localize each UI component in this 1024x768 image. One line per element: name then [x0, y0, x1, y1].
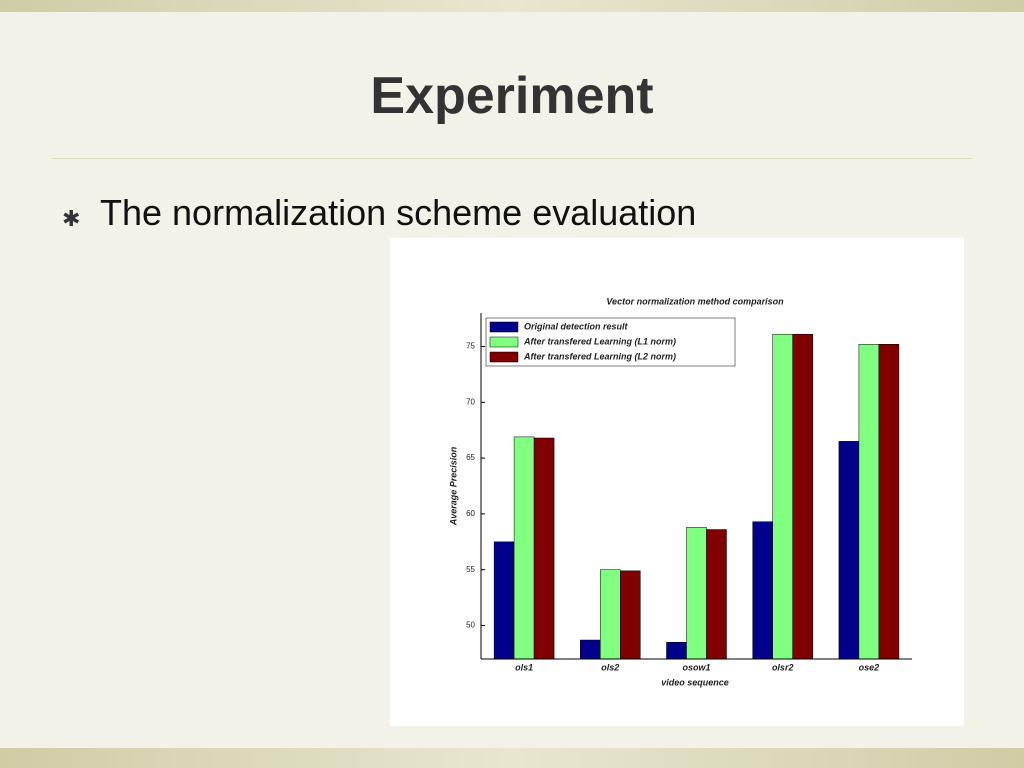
bar: [533, 437, 555, 660]
x-tick-label: ols1: [515, 662, 533, 672]
bar: [666, 642, 687, 660]
x-tick-label: ols2: [601, 662, 619, 672]
bar: [686, 527, 707, 660]
bar: [513, 436, 535, 660]
legend-label: Original detection result: [524, 321, 629, 331]
bar: [792, 333, 813, 660]
y-axis-label: Average Precision: [448, 446, 458, 526]
bar: [580, 639, 601, 660]
chart-title: Vector normalization method comparison: [606, 296, 784, 306]
y-tick-label: 75: [466, 342, 475, 351]
bottom-stripe: [0, 748, 1024, 768]
x-tick-label: ose2: [859, 662, 880, 672]
x-tick-label: osow1: [682, 662, 710, 672]
y-tick-label: 60: [466, 509, 475, 518]
x-axis-label: video sequence: [661, 677, 729, 687]
bar: [752, 521, 773, 660]
legend-swatch: [489, 336, 519, 348]
bar: [858, 344, 880, 660]
y-tick-label: 70: [466, 397, 475, 406]
legend-box: [485, 317, 736, 367]
y-tick-label: 55: [466, 565, 475, 574]
bar: [620, 570, 641, 660]
bar: [878, 344, 900, 660]
x-tick-label: olsr2: [772, 662, 794, 672]
bullet-text: The normalization scheme evaluation: [100, 192, 697, 233]
y-tick-label: 50: [466, 621, 475, 630]
bullet-icon: ✱: [62, 206, 81, 231]
y-tick-label: 65: [466, 453, 475, 462]
legend-swatch: [489, 321, 519, 333]
bar: [600, 569, 621, 660]
bar: [706, 529, 727, 660]
legend-swatch: [489, 351, 519, 363]
bar: [493, 541, 515, 660]
top-stripe: [0, 0, 1024, 12]
legend-label: After transfered Learning (L2 norm): [523, 351, 676, 361]
bar: [838, 441, 860, 660]
divider: [52, 158, 972, 159]
slide-title: Experiment: [370, 67, 654, 125]
bar: [772, 333, 793, 660]
legend-label: After transfered Learning (L1 norm): [523, 336, 676, 346]
